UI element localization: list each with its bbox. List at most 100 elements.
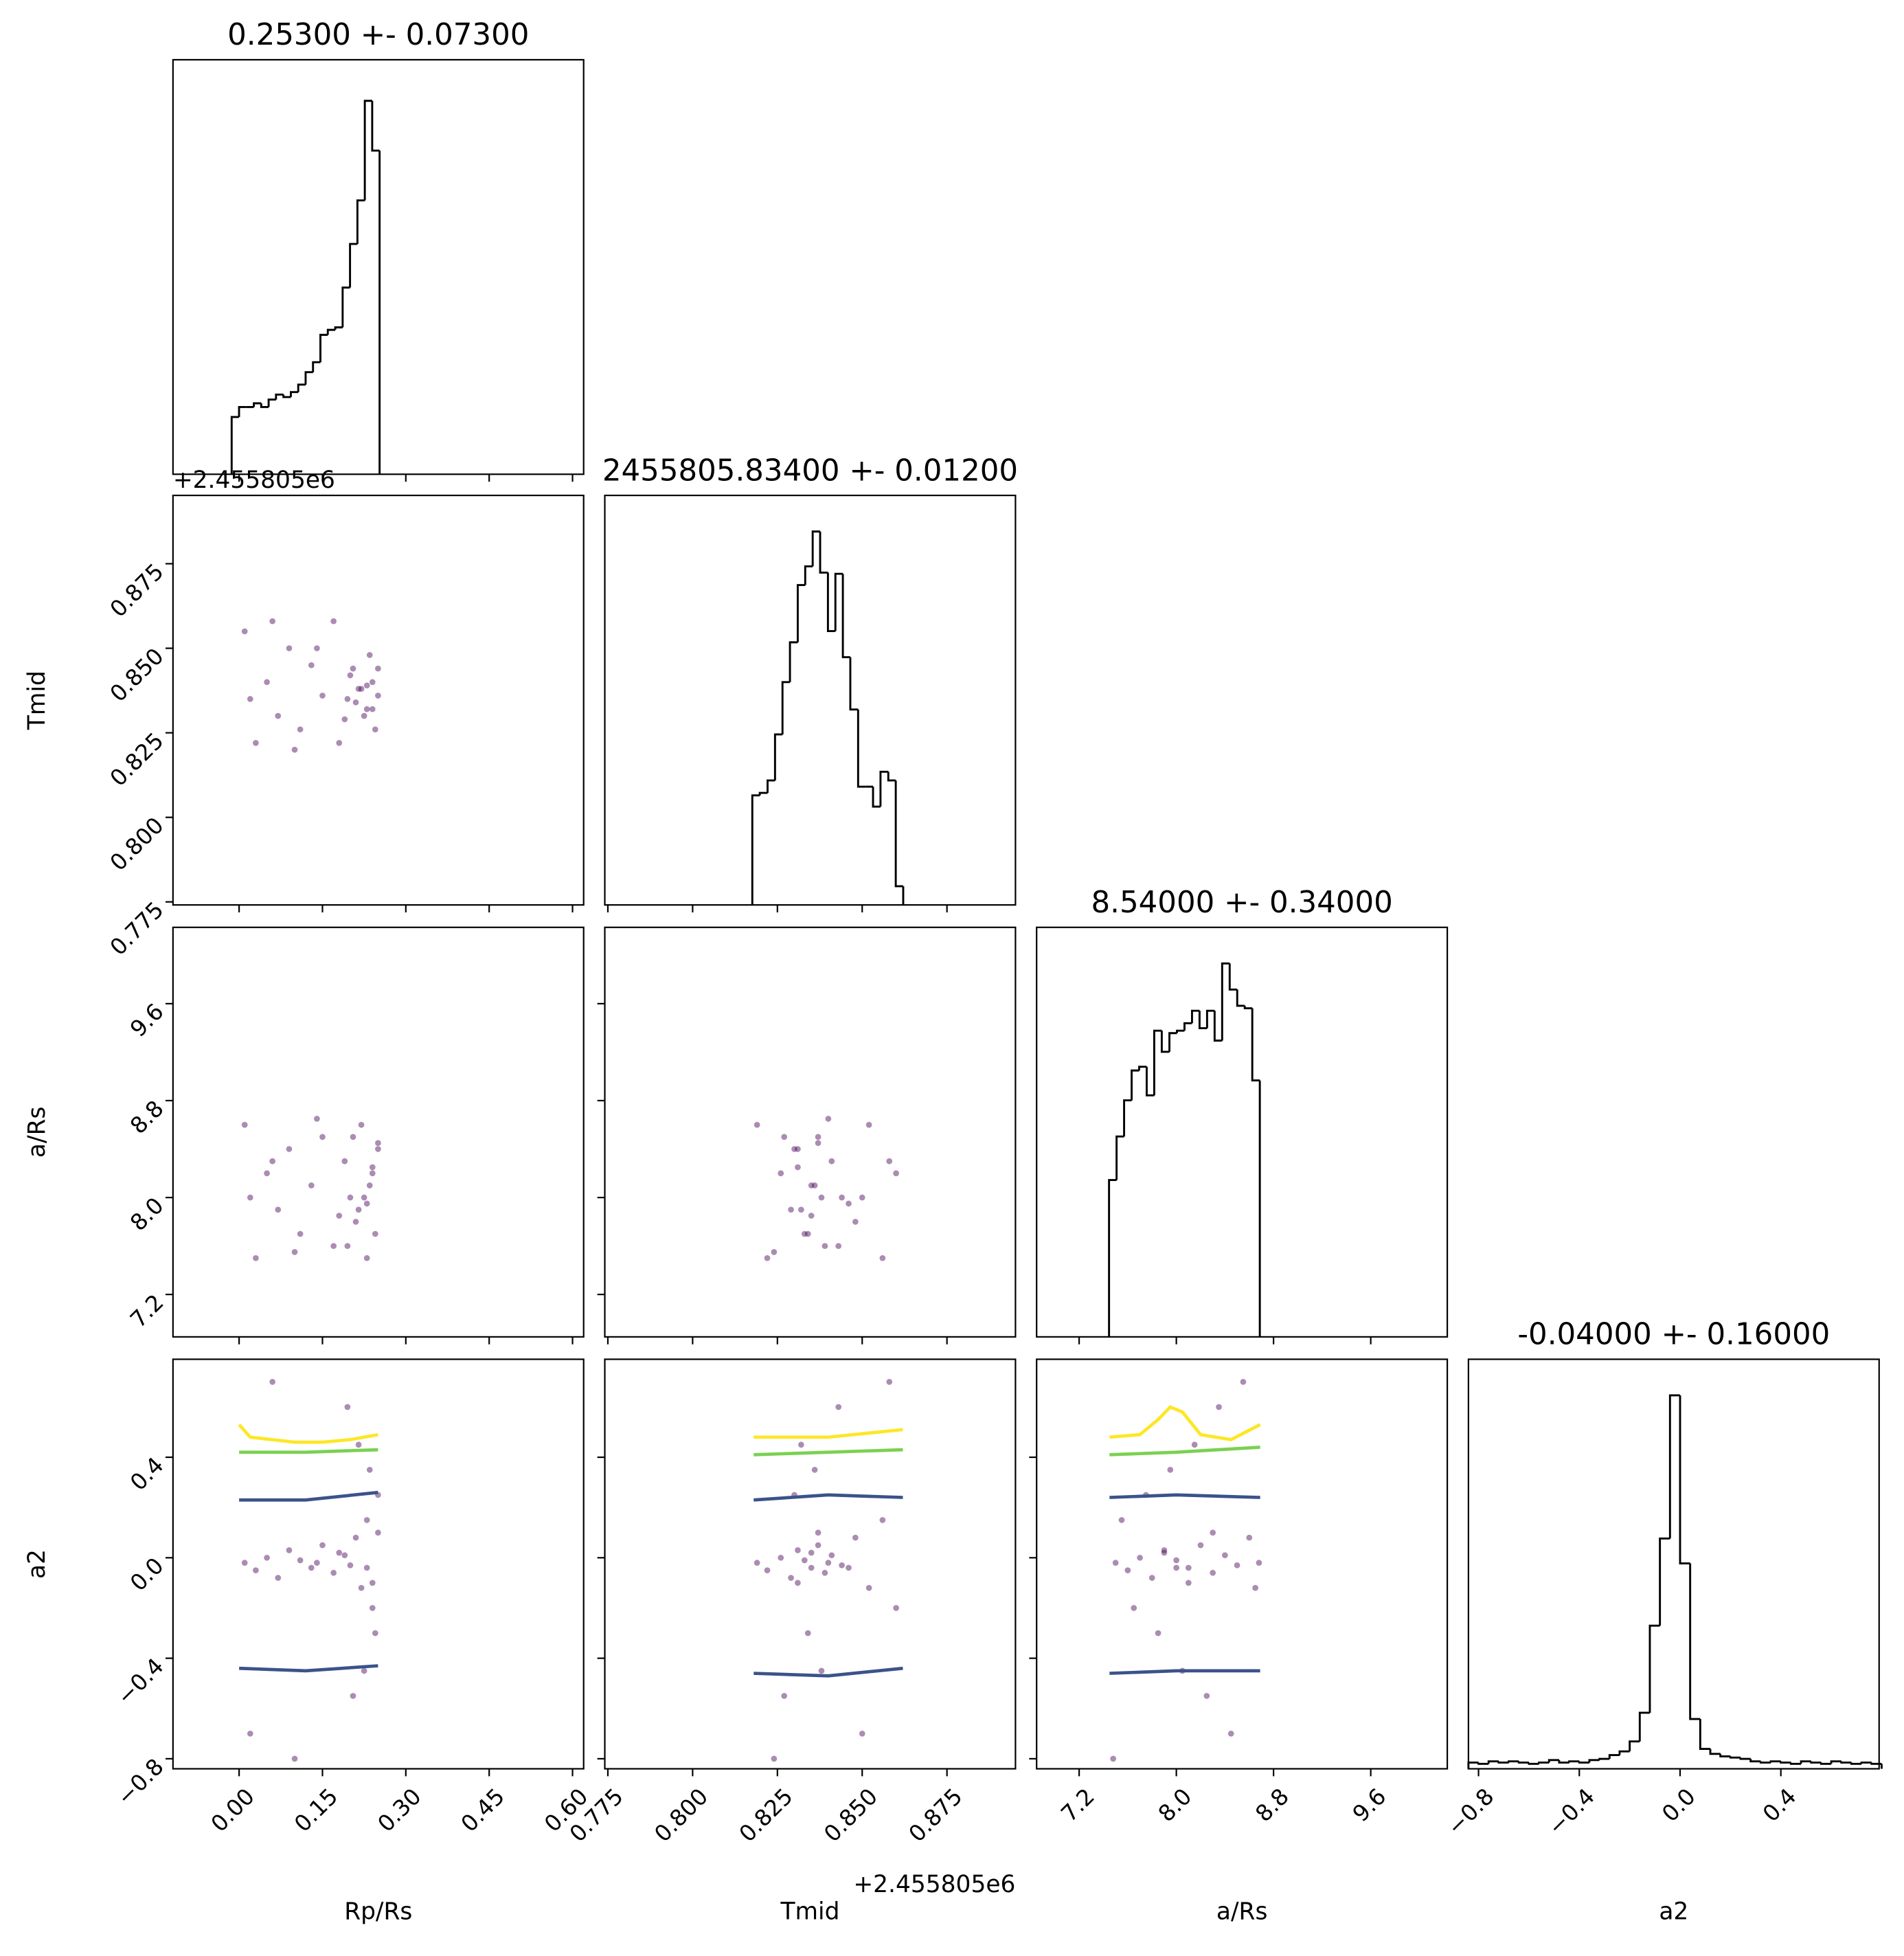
hist-step — [1487, 1760, 1499, 1764]
hist-step — [1168, 1032, 1177, 1052]
hist-step — [879, 770, 889, 807]
hist-step — [275, 393, 284, 400]
x-tick-label: 0.45 — [456, 1784, 510, 1837]
hist-step — [1810, 1761, 1822, 1764]
hist-step — [773, 733, 783, 780]
sample-point — [253, 1567, 259, 1573]
contour-line — [753, 1448, 903, 1457]
hist-step — [1789, 1762, 1802, 1765]
contour-line — [239, 1490, 378, 1502]
sample-point — [319, 693, 326, 699]
hist-step — [1870, 1762, 1882, 1765]
sample-point — [314, 1116, 320, 1122]
sample-point — [375, 1140, 381, 1147]
hist-step — [1769, 1760, 1781, 1763]
hist-step — [834, 572, 843, 631]
hist-step — [304, 371, 313, 385]
sample-point — [778, 1554, 784, 1561]
hist-step — [1598, 1757, 1610, 1760]
hist-step — [1243, 1005, 1253, 1009]
contour-line — [753, 1428, 903, 1439]
sample-point — [791, 1146, 797, 1152]
sample-point — [363, 1564, 370, 1571]
sample-point — [753, 1121, 760, 1128]
x-tick-label: 0.850 — [819, 1784, 883, 1847]
sample-point — [1234, 1562, 1240, 1569]
hist-step — [1153, 1029, 1162, 1096]
hist-step — [238, 405, 247, 417]
sample-point — [269, 618, 276, 625]
hist-step — [781, 681, 791, 734]
hist-step — [1228, 963, 1238, 991]
x-tick-label: −0.8 — [1442, 1784, 1499, 1841]
hist-step — [1548, 1759, 1559, 1763]
hist-step — [1123, 1099, 1132, 1137]
sample-point — [319, 1542, 326, 1549]
sample-point — [269, 1158, 276, 1165]
panel-title: -0.04000 +- 0.16000 — [1517, 1318, 1830, 1352]
sample-point — [355, 686, 362, 692]
sample-point — [886, 1379, 893, 1385]
hist-step — [1780, 1761, 1791, 1764]
sample-point — [846, 1200, 852, 1207]
hist-step — [1830, 1760, 1841, 1764]
hist-step — [1608, 1754, 1620, 1760]
sample-point — [1227, 1730, 1234, 1737]
hist-step — [857, 709, 866, 788]
x-tick-label: 0.800 — [649, 1784, 713, 1847]
hist-step — [297, 383, 306, 392]
sample-point — [1222, 1552, 1228, 1559]
sample-point — [798, 1206, 804, 1213]
sample-point — [363, 1517, 370, 1523]
x-tick-label: 0.0 — [1657, 1784, 1701, 1828]
y-tick-label: 0.4 — [125, 1452, 169, 1496]
offset-text: +2.455805e6 — [173, 466, 335, 494]
hist-step — [804, 565, 813, 585]
sample-point — [818, 1667, 825, 1674]
hist-step — [1508, 1760, 1519, 1763]
sample-point — [1256, 1560, 1262, 1566]
sample-point — [344, 1243, 351, 1249]
sample-point — [286, 1547, 293, 1553]
sample-point — [241, 1560, 248, 1566]
x-axis-label: a2 — [1659, 1898, 1688, 1926]
sample-point — [291, 1755, 298, 1762]
sample-point — [1191, 1441, 1198, 1448]
hist-step — [334, 326, 343, 330]
sample-point — [893, 1605, 899, 1611]
y-tick-label: 0.800 — [105, 812, 169, 876]
sample-point — [336, 1213, 343, 1219]
sample-point — [275, 1206, 282, 1213]
hist-step — [1679, 1395, 1690, 1565]
sample-point — [839, 1194, 845, 1201]
sample-point — [795, 1547, 801, 1553]
hist-step — [1517, 1761, 1529, 1764]
sample-point — [1185, 1580, 1192, 1586]
hist-step — [1689, 1563, 1701, 1720]
sample-point — [358, 686, 365, 692]
sample-point — [1124, 1567, 1131, 1573]
sample-point — [372, 1630, 378, 1637]
hist-step — [1115, 1135, 1124, 1180]
sample-point — [815, 1542, 821, 1549]
y-tick-label: 9.6 — [125, 998, 169, 1042]
sample-point — [825, 1560, 832, 1566]
hist-step — [1739, 1757, 1751, 1760]
sample-point — [264, 1554, 270, 1561]
hist-step — [767, 779, 775, 794]
sample-point — [1203, 1693, 1210, 1699]
sample-point — [358, 1121, 365, 1128]
hist-step — [819, 531, 828, 574]
x-tick-label: 9.6 — [1348, 1784, 1392, 1828]
sample-point — [1173, 1557, 1179, 1564]
hist-step — [872, 787, 881, 808]
sample-point — [350, 665, 356, 672]
hist-step — [811, 530, 821, 567]
sample-point — [336, 740, 343, 746]
hist-step — [1251, 1008, 1260, 1082]
sample-point — [375, 693, 381, 699]
x-tick-label: 0.875 — [904, 1784, 968, 1847]
sample-point — [341, 1552, 348, 1559]
sample-point — [308, 1182, 315, 1189]
sample-point — [808, 1182, 815, 1189]
